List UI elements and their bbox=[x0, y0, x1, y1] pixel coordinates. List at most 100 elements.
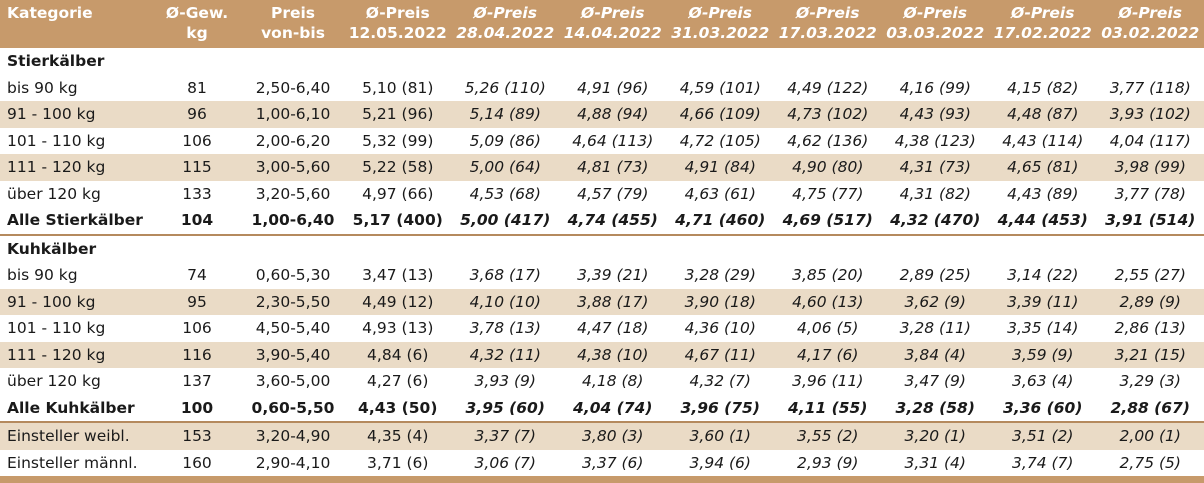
table-cell: 4,11 (55) bbox=[774, 395, 882, 423]
table-cell: 4,38 (123) bbox=[882, 128, 990, 155]
table-cell: 3,39 (11) bbox=[989, 289, 1097, 316]
table-cell: 153 bbox=[152, 422, 242, 450]
table-cell: 4,15 (82) bbox=[989, 75, 1097, 102]
table-cell: 160 bbox=[152, 450, 242, 477]
table-cell: 4,36 (10) bbox=[667, 315, 775, 342]
table-cell: 2,55 (27) bbox=[1097, 262, 1204, 289]
table-cell: 3,77 (78) bbox=[1097, 181, 1204, 208]
table-cell: 4,32 (7) bbox=[667, 368, 775, 395]
table-cell: 2,88 (67) bbox=[1097, 395, 1204, 423]
table-cell: 3,93 (102) bbox=[1097, 101, 1204, 128]
section-title: Stierkälber bbox=[0, 48, 1204, 75]
table-cell: 3,00-5,60 bbox=[242, 154, 344, 181]
table-cell: 2,89 (25) bbox=[882, 262, 990, 289]
table-cell: 3,80 (3) bbox=[559, 422, 667, 450]
table-cell: 4,35 (4) bbox=[344, 422, 452, 450]
table-cell: 5,00 (417) bbox=[452, 207, 560, 235]
table-cell: 4,50-5,40 bbox=[242, 315, 344, 342]
table-cell: 2,50-6,40 bbox=[242, 75, 344, 102]
table-cell: 3,47 (9) bbox=[882, 368, 990, 395]
table-cell: 4,62 (136) bbox=[774, 128, 882, 155]
table-cell: 1,00-6,10 bbox=[242, 101, 344, 128]
row-label: 111 - 120 kg bbox=[0, 154, 152, 181]
table-cell: 81 bbox=[152, 75, 242, 102]
column-header-line: kg bbox=[186, 24, 207, 42]
table-cell: 4,97 (66) bbox=[344, 181, 452, 208]
table-cell: 4,91 (84) bbox=[667, 154, 775, 181]
table-cell: 4,04 (117) bbox=[1097, 128, 1204, 155]
table-cell: 3,96 (11) bbox=[774, 368, 882, 395]
column-header-line: 31.03.2022 bbox=[671, 24, 769, 42]
table-cell: 3,90 (18) bbox=[667, 289, 775, 316]
table-cell: 96 bbox=[152, 101, 242, 128]
table-cell: 4,43 (93) bbox=[882, 101, 990, 128]
table-cell: 3,60-5,00 bbox=[242, 368, 344, 395]
table-cell: 3,90-5,40 bbox=[242, 342, 344, 369]
table-cell: 3,94 (6) bbox=[667, 450, 775, 477]
row-label: 91 - 100 kg bbox=[0, 289, 152, 316]
table-cell: 4,53 (68) bbox=[452, 181, 560, 208]
column-header-line: 03.03.2022 bbox=[886, 24, 984, 42]
column-header-line: 17.02.2022 bbox=[994, 24, 1092, 42]
table-cell: 3,51 (2) bbox=[989, 422, 1097, 450]
row-label: bis 90 kg bbox=[0, 262, 152, 289]
section-title: Kuhkälber bbox=[0, 235, 1204, 263]
column-header-0: Kategorie bbox=[0, 0, 152, 48]
table-cell: 2,00 (1) bbox=[1097, 422, 1204, 450]
table-cell: 3,68 (17) bbox=[452, 262, 560, 289]
table-cell: 4,49 (122) bbox=[774, 75, 882, 102]
table-cell: 4,16 (99) bbox=[882, 75, 990, 102]
table-cell: 4,71 (460) bbox=[667, 207, 775, 235]
column-header-line: 28.04.2022 bbox=[456, 24, 554, 42]
table-cell: 3,28 (58) bbox=[882, 395, 990, 423]
table-cell: 3,28 (11) bbox=[882, 315, 990, 342]
table-cell: 5,32 (99) bbox=[344, 128, 452, 155]
table-cell: 3,63 (4) bbox=[989, 368, 1097, 395]
table-cell: 4,44 (453) bbox=[989, 207, 1097, 235]
table-cell: 3,06 (7) bbox=[452, 450, 560, 477]
table-cell: 4,63 (61) bbox=[667, 181, 775, 208]
table-cell: 4,72 (105) bbox=[667, 128, 775, 155]
table-cell: 2,89 (9) bbox=[1097, 289, 1204, 316]
table-cell: 100 bbox=[152, 395, 242, 423]
row-label: Einsteller männl. bbox=[0, 450, 152, 477]
table-cell: 2,75 (5) bbox=[1097, 450, 1204, 477]
table-cell: 4,04 (74) bbox=[559, 395, 667, 423]
row-label: 111 - 120 kg bbox=[0, 342, 152, 369]
column-header-line: Ø-Preis bbox=[689, 4, 752, 22]
table-cell: 3,21 (15) bbox=[1097, 342, 1204, 369]
column-header-line: 14.04.2022 bbox=[564, 24, 662, 42]
table-cell: 4,32 (470) bbox=[882, 207, 990, 235]
table-cell: 4,43 (89) bbox=[989, 181, 1097, 208]
table-cell: 2,00-6,20 bbox=[242, 128, 344, 155]
table-cell: 104 bbox=[152, 207, 242, 235]
table-cell: 4,74 (455) bbox=[559, 207, 667, 235]
column-header-line: 17.03.2022 bbox=[779, 24, 877, 42]
table-cell: 4,67 (11) bbox=[667, 342, 775, 369]
table-cell: 95 bbox=[152, 289, 242, 316]
table-cell: 3,20-4,90 bbox=[242, 422, 344, 450]
table-cell: 3,60 (1) bbox=[667, 422, 775, 450]
section-header-row: Kuhkälber bbox=[0, 235, 1204, 263]
row-label: über 120 kg bbox=[0, 181, 152, 208]
column-header-line: 12.05.2022 bbox=[349, 24, 447, 42]
column-header-1: Ø-Gew.kg bbox=[152, 0, 242, 48]
table-cell: 4,81 (73) bbox=[559, 154, 667, 181]
table-cell: 5,26 (110) bbox=[452, 75, 560, 102]
table-cell: 3,91 (514) bbox=[1097, 207, 1204, 235]
table-cell: 137 bbox=[152, 368, 242, 395]
table-cell: 4,31 (73) bbox=[882, 154, 990, 181]
column-header-line: 03.02.2022 bbox=[1101, 24, 1199, 42]
